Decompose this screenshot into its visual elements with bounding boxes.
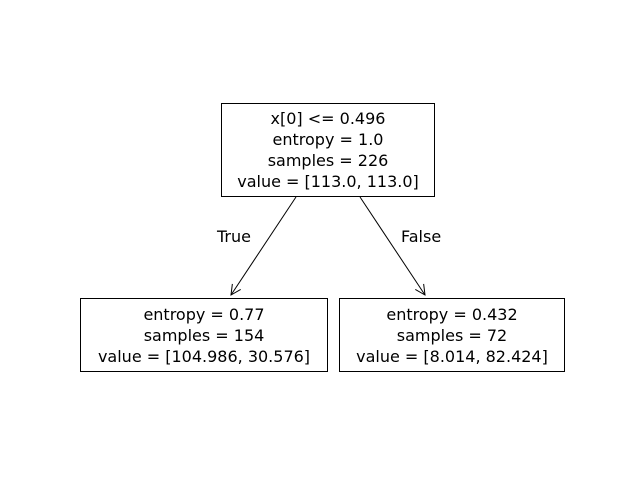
left-leaf-node: entropy = 0.77 samples = 154 value = [10… bbox=[80, 298, 328, 372]
left-value: value = [104.986, 30.576] bbox=[97, 346, 311, 366]
root-node: x[0] <= 0.496 entropy = 1.0 samples = 22… bbox=[221, 103, 435, 197]
edge-label-true: True bbox=[217, 227, 251, 246]
edge-true-arrow bbox=[231, 196, 297, 295]
root-samples: samples = 226 bbox=[267, 151, 389, 170]
right-samples: samples = 72 bbox=[396, 325, 508, 345]
left-entropy: entropy = 0.77 bbox=[143, 304, 265, 324]
right-entropy: entropy = 0.432 bbox=[386, 304, 518, 324]
edge-false-arrow bbox=[359, 196, 425, 295]
right-value: value = [8.014, 82.424] bbox=[356, 346, 548, 366]
root-split-condition: x[0] <= 0.496 bbox=[270, 109, 386, 128]
right-leaf-node: entropy = 0.432 samples = 72 value = [8.… bbox=[339, 298, 565, 372]
edge-label-false: False bbox=[401, 227, 442, 246]
root-entropy: entropy = 1.0 bbox=[272, 130, 384, 149]
root-value: value = [113.0, 113.0] bbox=[237, 172, 419, 191]
left-samples: samples = 154 bbox=[143, 325, 265, 345]
